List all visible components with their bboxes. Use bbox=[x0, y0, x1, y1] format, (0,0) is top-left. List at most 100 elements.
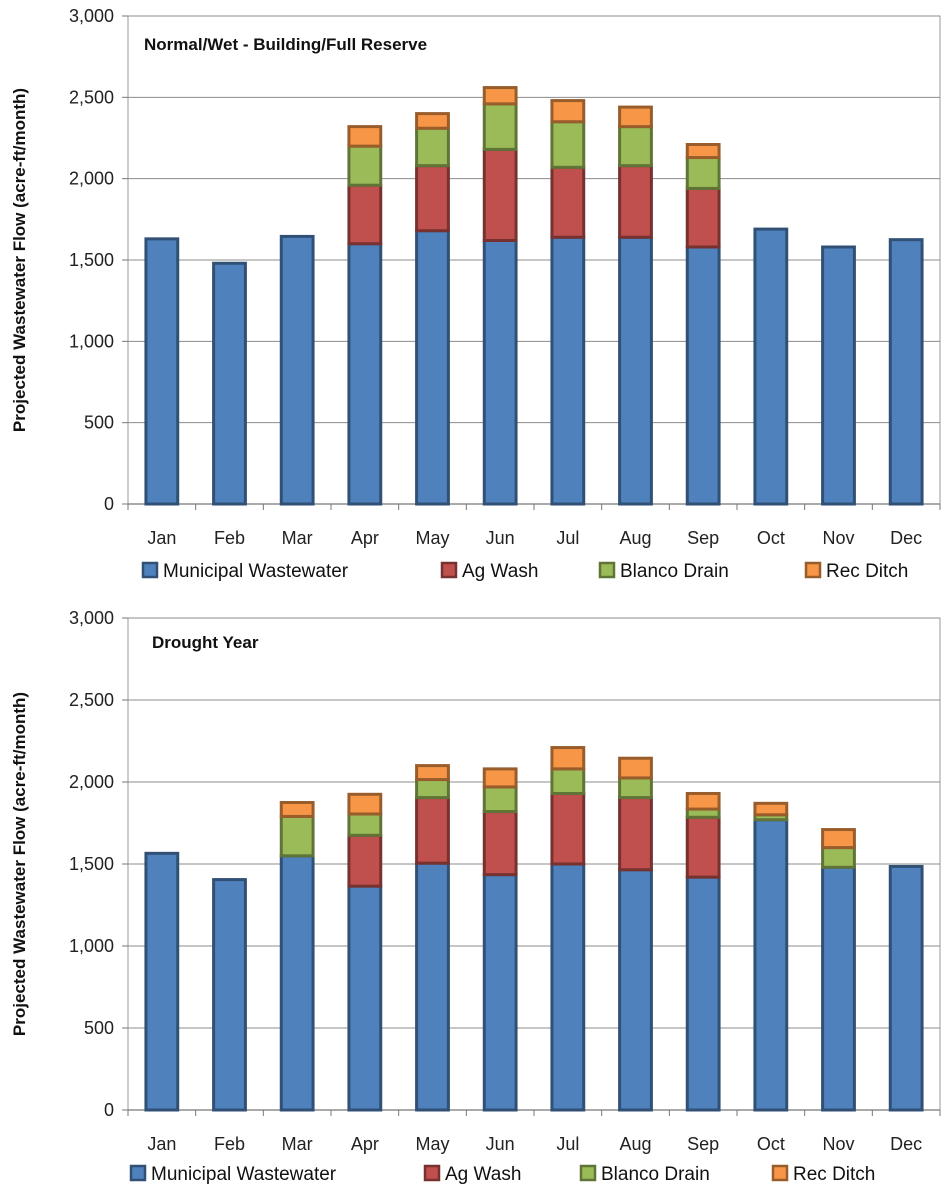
legend-item-ag-wash: Ag Wash bbox=[423, 1164, 521, 1185]
bar-municipal-wastewater-jun bbox=[482, 238, 518, 506]
chart-panel-drought: 0 500 1,000 1,500 2,000 2,500 3,000 Jan Feb Mar Ap… bbox=[10, 608, 941, 1185]
bar-rec-ditch-jul bbox=[550, 99, 586, 124]
bar-municipal-wastewater-aug bbox=[618, 235, 653, 506]
legend-swatch bbox=[423, 1164, 441, 1182]
legend-swatch bbox=[771, 1164, 789, 1182]
legend-item-municipal-wastewater: Municipal Wastewater bbox=[141, 561, 349, 582]
bar-blanco-drain-apr bbox=[347, 812, 383, 837]
bar-blanco-drain-mar bbox=[279, 814, 315, 858]
bar-ag-wash-jun bbox=[482, 147, 518, 242]
bar-rec-ditch-may bbox=[415, 112, 450, 130]
bar-municipal-wastewater-sep bbox=[685, 875, 721, 1112]
legend-swatch bbox=[141, 561, 159, 579]
bar-municipal-wastewater-jan bbox=[144, 851, 180, 1112]
legend-item-rec-ditch: Rec Ditch bbox=[804, 561, 908, 582]
x-tick-label: Jun bbox=[486, 1134, 515, 1154]
bar-rec-ditch-nov bbox=[821, 828, 856, 850]
y-tick-label: 3,000 bbox=[69, 608, 114, 628]
bar-blanco-drain-aug bbox=[618, 776, 653, 800]
y-tick-label: 2,000 bbox=[69, 169, 114, 189]
chart-panel-normal-wet: 0 500 1,000 1,500 2,000 2,500 3,000 Jan Feb Mar Ap… bbox=[10, 6, 941, 582]
x-tick-label: Oct bbox=[757, 528, 785, 548]
bar-rec-ditch-may bbox=[415, 764, 450, 782]
bar-blanco-drain-jun bbox=[482, 785, 518, 814]
legend-label: Rec Ditch bbox=[826, 561, 908, 582]
legend-label: Municipal Wastewater bbox=[151, 1164, 337, 1185]
y-tick-label: 500 bbox=[84, 1018, 114, 1038]
y-tick-label: 1,000 bbox=[69, 936, 114, 956]
y-tick-label: 0 bbox=[104, 1100, 114, 1120]
x-tick-label: May bbox=[415, 1134, 449, 1154]
x-tick-label: Jan bbox=[147, 528, 176, 548]
legend-item-blanco-drain: Blanco Drain bbox=[579, 1164, 710, 1185]
x-tick-label: Dec bbox=[890, 528, 922, 548]
x-tick-label: Mar bbox=[282, 528, 313, 548]
legend-swatch bbox=[598, 561, 616, 579]
bar-municipal-wastewater-jun bbox=[482, 873, 518, 1112]
x-tick-label: Dec bbox=[890, 1134, 922, 1154]
y-tick-label: 500 bbox=[84, 413, 114, 433]
bar-municipal-wastewater-apr bbox=[347, 242, 383, 506]
bar-rec-ditch-jun bbox=[482, 86, 518, 106]
bar-ag-wash-may bbox=[415, 796, 450, 865]
bar-municipal-wastewater-may bbox=[415, 861, 450, 1112]
bar-rec-ditch-apr bbox=[347, 792, 383, 816]
bar-ag-wash-sep bbox=[685, 815, 721, 879]
legend-swatch bbox=[804, 561, 822, 579]
x-tick-label: Apr bbox=[351, 528, 379, 548]
bar-municipal-wastewater-may bbox=[415, 229, 450, 506]
bar-rec-ditch-sep bbox=[685, 791, 721, 811]
bar-municipal-wastewater-jul bbox=[550, 235, 586, 506]
legend-label: Ag Wash bbox=[445, 1164, 521, 1185]
x-tick-label: Aug bbox=[619, 528, 651, 548]
x-tick-label: Aug bbox=[619, 1134, 651, 1154]
legend-swatch bbox=[440, 561, 458, 579]
bar-municipal-wastewater-apr bbox=[347, 884, 383, 1112]
chart-title: Normal/Wet - Building/Full Reserve bbox=[144, 35, 427, 54]
legend-label: Rec Ditch bbox=[793, 1164, 875, 1185]
bar-municipal-wastewater-feb bbox=[212, 261, 247, 506]
bar-municipal-wastewater-oct bbox=[753, 818, 789, 1112]
x-tick-label: Jan bbox=[147, 1134, 176, 1154]
bar-municipal-wastewater-feb bbox=[212, 878, 247, 1112]
bar-blanco-drain-sep bbox=[685, 156, 721, 190]
y-tick-label: 1,500 bbox=[69, 250, 114, 270]
y-axis-label: Projected Wastewater Flow (acre-ft/month… bbox=[10, 88, 29, 432]
bar-municipal-wastewater-dec bbox=[888, 864, 924, 1112]
legend-label: Ag Wash bbox=[462, 561, 538, 582]
bar-blanco-drain-may bbox=[415, 778, 450, 800]
bar-municipal-wastewater-dec bbox=[888, 238, 924, 506]
bar-ag-wash-jul bbox=[550, 165, 586, 239]
legend-label: Municipal Wastewater bbox=[163, 561, 349, 582]
y-tick-label: 2,500 bbox=[69, 690, 114, 710]
bar-municipal-wastewater-jan bbox=[144, 237, 180, 506]
bar-municipal-wastewater-jul bbox=[550, 862, 586, 1112]
legend-item-ag-wash: Ag Wash bbox=[440, 561, 538, 582]
bar-ag-wash-aug bbox=[618, 796, 653, 872]
x-tick-label: Feb bbox=[214, 528, 245, 548]
bar-ag-wash-jun bbox=[482, 810, 518, 877]
bar-blanco-drain-aug bbox=[618, 125, 653, 168]
bar-rec-ditch-jul bbox=[550, 746, 586, 771]
bar-ag-wash-apr bbox=[347, 183, 383, 246]
x-tick-label: Nov bbox=[822, 1134, 854, 1154]
bar-ag-wash-aug bbox=[618, 164, 653, 239]
y-tick-label: 1,500 bbox=[69, 854, 114, 874]
x-tick-label: Oct bbox=[757, 1134, 785, 1154]
bar-blanco-drain-apr bbox=[347, 144, 383, 187]
x-tick-label: Apr bbox=[351, 1134, 379, 1154]
bar-ag-wash-apr bbox=[347, 833, 383, 888]
legend-swatch bbox=[129, 1164, 147, 1182]
bar-municipal-wastewater-nov bbox=[821, 245, 856, 506]
bar-municipal-wastewater-mar bbox=[279, 854, 315, 1112]
y-tick-label: 2,500 bbox=[69, 87, 114, 107]
bar-blanco-drain-jul bbox=[550, 767, 586, 795]
bar-municipal-wastewater-oct bbox=[753, 227, 789, 506]
bar-rec-ditch-aug bbox=[618, 105, 653, 129]
legend-swatch bbox=[579, 1164, 597, 1182]
bar-rec-ditch-jun bbox=[482, 767, 518, 789]
bar-municipal-wastewater-nov bbox=[821, 865, 856, 1112]
bar-ag-wash-jul bbox=[550, 791, 586, 866]
bar-ag-wash-sep bbox=[685, 186, 721, 249]
x-tick-label: Feb bbox=[214, 1134, 245, 1154]
